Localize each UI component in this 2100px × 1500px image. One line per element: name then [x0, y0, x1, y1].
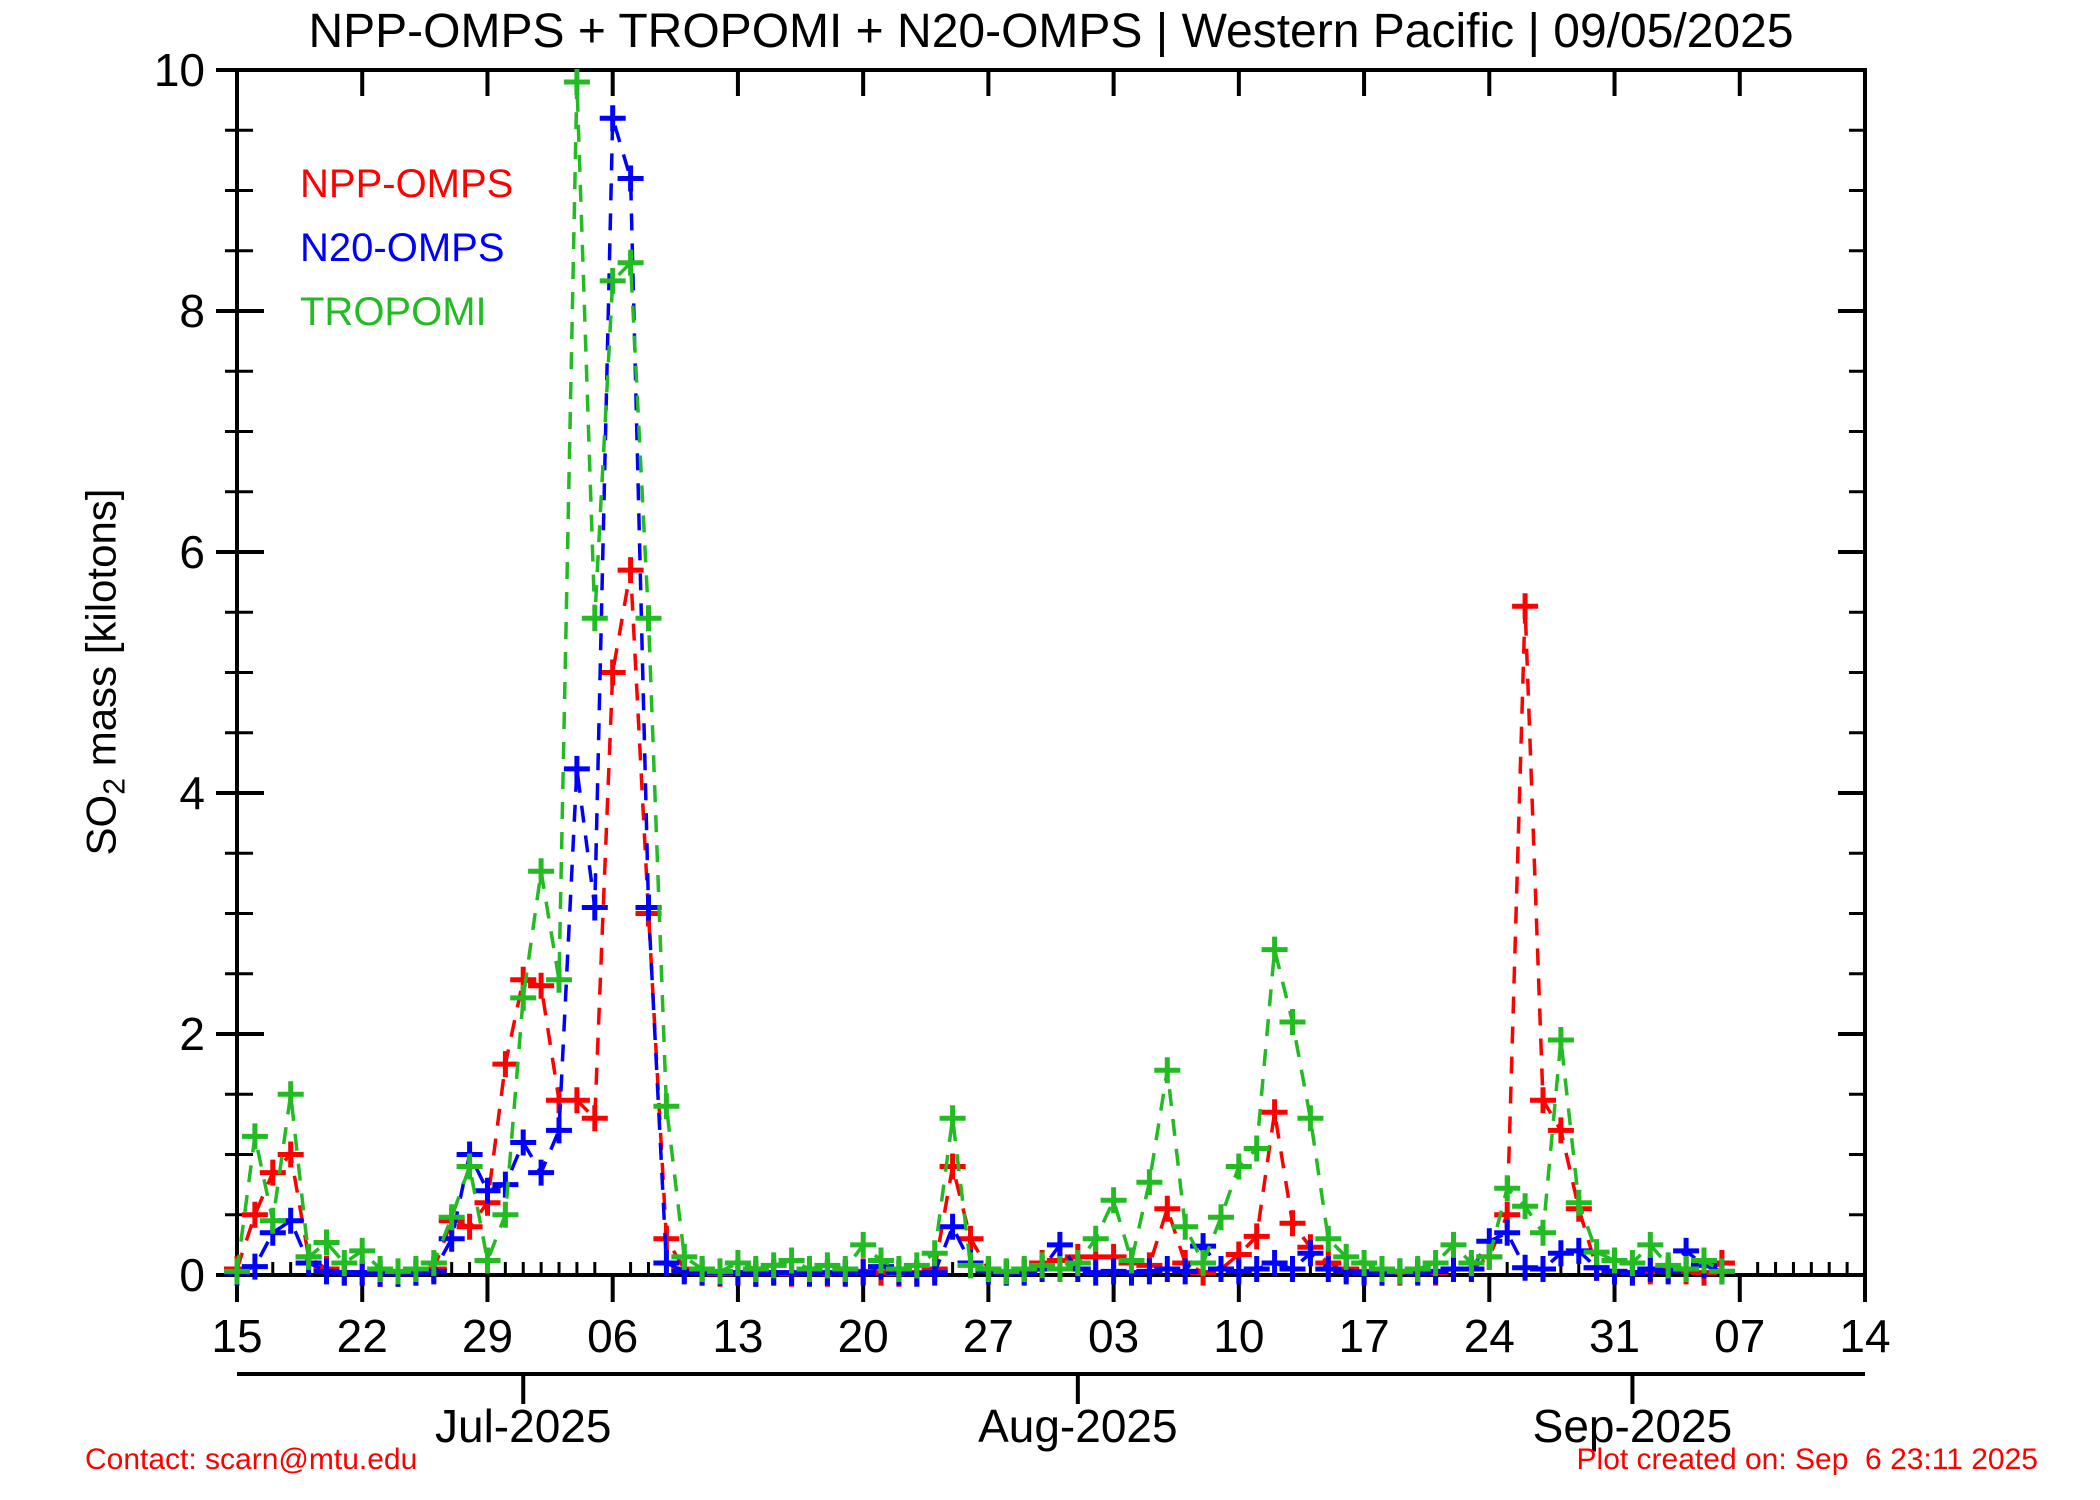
contact-text: Contact: scarn@mtu.edu: [85, 1443, 418, 1476]
series-markers-tropomi: [224, 69, 1735, 1285]
x-tick-label: 27: [963, 1310, 1014, 1362]
legend-item-tropomi: TROPOMI: [300, 290, 487, 334]
x-tick-label: 29: [462, 1310, 513, 1362]
x-tick-label: 22: [337, 1310, 388, 1362]
chart-title: NPP-OMPS + TROPOMI + N20-OMPS | Western …: [308, 5, 1794, 58]
month-label: Aug-2025: [978, 1400, 1178, 1452]
y-tick-label: 2: [179, 1008, 205, 1060]
y-tick-label: 0: [179, 1249, 205, 1301]
month-label: Sep-2025: [1533, 1400, 1733, 1452]
x-tick-label: 06: [587, 1310, 638, 1362]
x-tick-label: 20: [838, 1310, 889, 1362]
y-axis-title-rest: mass [kilotons]: [77, 488, 125, 778]
x-tick-label: 14: [1839, 1310, 1890, 1362]
y-axis-title-subscript: 2: [98, 777, 132, 795]
x-tick-label: 24: [1464, 1310, 1515, 1362]
series-tropomi: [224, 69, 1735, 1285]
plot-created-text: Plot created on: Sep 6 23:11 2025: [1576, 1443, 2038, 1476]
y-tick-label: 6: [179, 526, 205, 578]
x-tick-label: 10: [1213, 1310, 1264, 1362]
legend: NPP-OMPS N20-OMPS TROPOMI: [300, 152, 513, 344]
x-tick-label: 13: [712, 1310, 763, 1362]
x-tick-label: 07: [1714, 1310, 1765, 1362]
x-tick-label: 03: [1088, 1310, 1139, 1362]
y-axis-title-base: SO: [77, 794, 125, 856]
y-tick-label: 10: [154, 44, 205, 96]
month-label: Jul-2025: [435, 1400, 611, 1452]
x-tick-label: 17: [1338, 1310, 1389, 1362]
y-axis-title: SO2 mass [kilotons]: [77, 489, 132, 856]
legend-item-npp-omps: NPP-OMPS: [300, 162, 514, 206]
y-tick-label: 4: [179, 767, 205, 819]
x-tick-label: 31: [1589, 1310, 1640, 1362]
month-axis: Jul-2025 Aug-2025 Sep-2025: [237, 1372, 1865, 1452]
legend-item-n20-omps: N20-OMPS: [300, 226, 505, 270]
y-axis: 0 2 4 6 8 10: [154, 44, 1865, 1301]
x-tick-label: 15: [211, 1310, 262, 1362]
y-tick-label: 8: [179, 285, 205, 337]
